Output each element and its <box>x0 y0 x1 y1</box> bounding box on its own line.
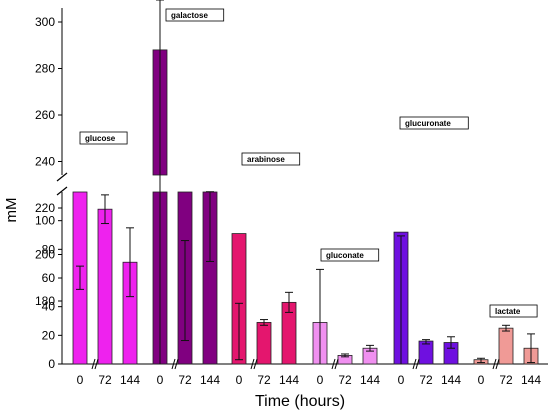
x-axis-break-mark <box>250 358 255 370</box>
y-tick-label: 280 <box>35 62 55 76</box>
x-tick-label: 0 <box>157 373 164 387</box>
x-axis-break-mark <box>253 358 258 370</box>
bar <box>231 233 247 365</box>
x-tick-label: 144 <box>441 373 461 387</box>
y-tick-label: 260 <box>35 108 55 122</box>
bar <box>418 340 434 365</box>
y-tick-label: 40 <box>42 300 56 314</box>
bar <box>498 327 514 365</box>
x-tick-label: 72 <box>98 373 112 387</box>
x-tick-label: 72 <box>178 373 192 387</box>
x-tick-label: 0 <box>77 373 84 387</box>
y-tick-label: 300 <box>35 15 55 29</box>
annotation-box <box>320 248 380 262</box>
x-axis-break-mark <box>492 358 497 370</box>
x-axis-break-mark <box>91 358 96 370</box>
y-tick-label: 180 <box>35 294 55 308</box>
x-tick-label: 0 <box>478 373 485 387</box>
bar <box>97 208 113 365</box>
y-axis-label: mM <box>3 198 20 223</box>
annotation-label: lactate <box>495 307 521 316</box>
x-axis-break-mark <box>174 358 179 370</box>
x-tick-label: 144 <box>360 373 380 387</box>
annotation-box <box>165 8 225 22</box>
y-tick-label: 240 <box>35 155 55 169</box>
x-axis-break-mark <box>495 358 500 370</box>
y-tick-label: 0 <box>48 357 55 371</box>
bar <box>256 322 272 365</box>
annotation-label: glucuronate <box>405 119 451 128</box>
x-tick-label: 144 <box>200 373 220 387</box>
annotation-label: gluconate <box>326 251 364 260</box>
y-tick-label: 60 <box>42 271 56 285</box>
y-tick-label: 100 <box>35 214 55 228</box>
x-tick-label: 72 <box>499 373 513 387</box>
x-tick-label: 144 <box>120 373 140 387</box>
annotation-label: glucose <box>85 134 116 143</box>
axis-break-mark <box>56 172 68 182</box>
x-tick-label: 72 <box>338 373 352 387</box>
x-axis-break-mark <box>334 358 339 370</box>
x-tick-label: 0 <box>236 373 243 387</box>
x-tick-label: 0 <box>317 373 324 387</box>
x-tick-label: 0 <box>398 373 405 387</box>
x-tick-label: 72 <box>257 373 271 387</box>
y-tick-label: 200 <box>35 248 55 262</box>
x-axis-label: Time (hours) <box>255 393 345 410</box>
x-tick-label: 144 <box>279 373 299 387</box>
annotation-label: galactose <box>171 11 208 20</box>
annotation-box <box>399 116 469 130</box>
x-axis-break-mark <box>94 358 99 370</box>
annotation-box <box>489 304 538 318</box>
annotation-box <box>79 131 128 145</box>
plot-area: 0 20 40 60 80 100 180 200 220 240 260 280 300 0 72 144 g… <box>35 0 548 387</box>
annotation-box <box>241 152 301 166</box>
y-tick-label: 220 <box>35 201 55 215</box>
y-tick-label: 20 <box>42 328 56 342</box>
x-tick-label: 72 <box>419 373 433 387</box>
x-axis-break-mark <box>415 358 420 370</box>
x-axis-break-mark <box>412 358 417 370</box>
x-axis-break-mark <box>171 358 176 370</box>
x-axis-break-mark <box>331 358 336 370</box>
x-tick-label: 144 <box>521 373 541 387</box>
axis-break-mark <box>56 186 68 196</box>
annotation-label: arabinose <box>247 155 285 164</box>
y-tick-label: 80 <box>42 242 56 256</box>
